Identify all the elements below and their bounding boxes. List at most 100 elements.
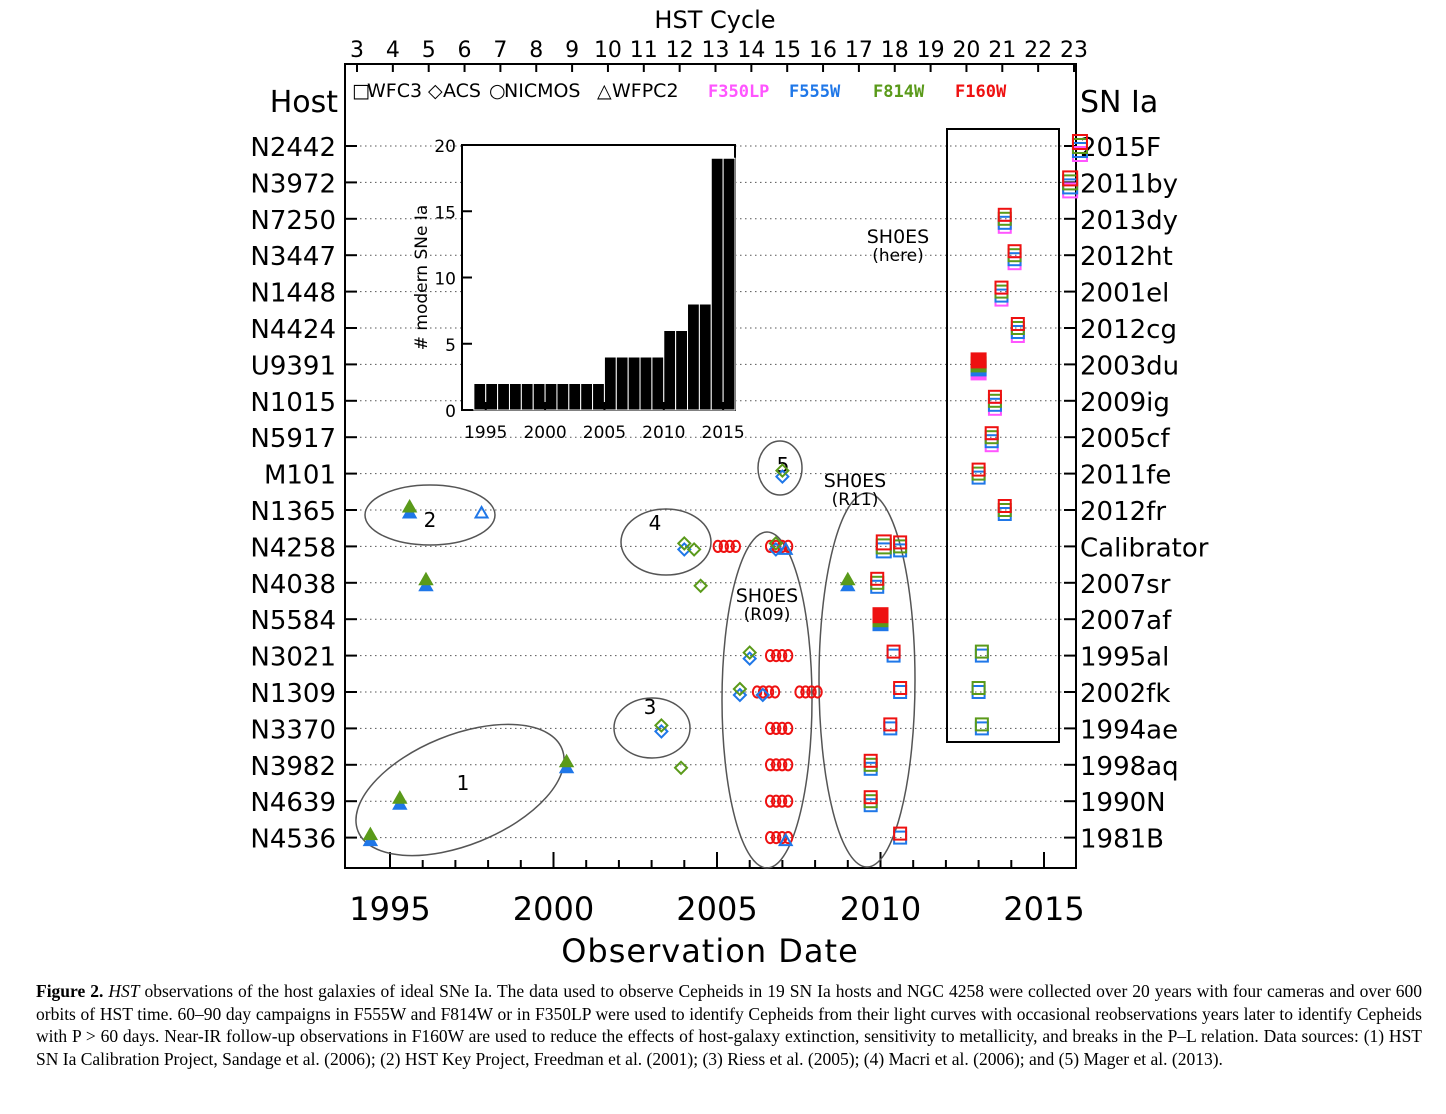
- square-marker: [971, 681, 986, 695]
- inset-y-axis-title: # modern SNe Ia: [412, 205, 432, 351]
- diamond-marker: [732, 681, 748, 697]
- histogram-bar: [497, 383, 510, 411]
- inset-x-tick-label: 2000: [523, 423, 566, 443]
- x-tick-label: 1995: [349, 890, 430, 928]
- bottom-axis: 1995 2000 2005 2010 2015: [349, 852, 1085, 928]
- diamond-marker: [732, 687, 748, 703]
- source-number-label: 2: [424, 508, 437, 532]
- square-marker: [997, 219, 1012, 234]
- x-tick-label: 2005: [676, 890, 757, 928]
- triangle-marker: [362, 826, 379, 841]
- inset-y-tick-label: 0: [445, 402, 456, 422]
- circle-marker: [764, 649, 776, 663]
- legend-filter-label: F814W: [873, 82, 925, 102]
- square-marker: [984, 438, 999, 453]
- sn-label: 2001el: [1080, 279, 1169, 309]
- cycle-tick-label: 3: [350, 38, 364, 63]
- legend-camera-label: NICMOS: [504, 80, 581, 102]
- square-marker: [1062, 170, 1079, 187]
- circle-marker: [782, 794, 794, 808]
- circle-marker: [782, 649, 794, 663]
- circle-marker: [794, 685, 805, 699]
- square-marker: [997, 499, 1012, 513]
- sn-label: 1994ae: [1080, 715, 1178, 745]
- source-number-label: 1: [457, 771, 470, 795]
- square-marker: [893, 681, 908, 695]
- legend-camera-diamond-icon: ◇: [428, 80, 443, 102]
- cycle-tick-label: 4: [386, 38, 400, 63]
- square-marker: [875, 538, 892, 555]
- x-axis-title: Observation Date: [561, 932, 859, 970]
- cycle-tick-label: 11: [630, 38, 658, 63]
- host-label: N4536: [250, 825, 336, 855]
- histogram-bar: [568, 383, 582, 411]
- triangle-marker: [401, 498, 418, 513]
- inset-x-tick-label: 2010: [642, 423, 685, 443]
- sn-label: Calibrator: [1080, 533, 1209, 563]
- source-region-ellipse: [757, 440, 803, 496]
- source-number-label: 3: [644, 695, 657, 719]
- host-label: N2442: [250, 133, 336, 163]
- triangle-marker: [558, 753, 575, 768]
- circle-marker: [718, 539, 730, 554]
- legend-camera-label: WFPC2: [612, 80, 679, 102]
- host-label: N5917: [250, 424, 336, 454]
- circle-marker: [712, 539, 724, 554]
- histogram-bar: [722, 157, 736, 411]
- diamond-marker: [676, 541, 692, 557]
- histogram-bar: [675, 330, 689, 411]
- sn-label: 2015F: [1080, 133, 1161, 163]
- circle-marker: [782, 758, 794, 772]
- circle-marker: [769, 685, 781, 699]
- square-marker: [974, 717, 989, 732]
- inset-x-tick-label: 2005: [583, 423, 626, 443]
- histogram-bar: [698, 303, 712, 411]
- sn-label: 2007af: [1080, 606, 1172, 636]
- square-marker: [1010, 321, 1025, 335]
- cycle-tick-label: 8: [529, 38, 543, 63]
- circle-marker: [730, 539, 742, 554]
- sn-label: 1998aq: [1080, 752, 1179, 782]
- histogram-bar: [473, 383, 487, 411]
- circle-marker: [764, 539, 776, 554]
- legend-filter-label: F160W: [955, 82, 1007, 102]
- inset-x-tick-label: 1995: [464, 423, 507, 443]
- square-marker: [1007, 244, 1022, 259]
- diamond-marker: [686, 541, 702, 557]
- square-marker: [994, 292, 1009, 307]
- diamond-marker: [653, 723, 669, 739]
- circle-marker: [776, 649, 788, 663]
- host-header: Host: [270, 85, 339, 120]
- histogram-bar: [627, 356, 641, 411]
- circle-marker: [812, 685, 823, 699]
- diamond-marker: [742, 651, 758, 667]
- histogram-bar: [639, 356, 653, 411]
- shoes-sublabel: (R11): [832, 490, 879, 510]
- square-marker: [893, 826, 908, 841]
- cycle-tick-label: 21: [988, 38, 1016, 63]
- host-label: M101: [264, 461, 336, 491]
- circle-marker: [770, 831, 782, 845]
- cycle-tick-label: 13: [702, 38, 730, 63]
- diamond-marker: [676, 535, 692, 551]
- circle-marker: [764, 721, 776, 736]
- cycle-tick-label: 10: [594, 38, 622, 63]
- circle-marker: [806, 685, 817, 699]
- sn-label: 2009ig: [1080, 388, 1170, 418]
- source-region-ellipse: [818, 492, 916, 868]
- sn-label: 2012ht: [1080, 242, 1173, 272]
- square-marker: [971, 470, 986, 485]
- inset-y-tick-label: 15: [434, 203, 456, 223]
- inset-x-tick-label: 2015: [701, 423, 744, 443]
- right-axis-sne: 2015F 2011by 2013dy 2012ht 2001el 2012cg 2003d…: [1064, 133, 1209, 855]
- host-label: N1015: [250, 388, 336, 418]
- square-marker: [971, 685, 986, 699]
- square-marker: [994, 280, 1009, 295]
- triangle-marker: [473, 504, 490, 519]
- triangle-marker: [392, 790, 408, 804]
- cycle-tick-label: 23: [1060, 38, 1088, 63]
- figure-canvas: 3 4 5 6 7 8 9 10 11 12 13 14 15 16 17 18 19 20 21 22 23 1995…: [250, 6, 1209, 970]
- circle-marker: [770, 794, 782, 808]
- left-axis-hosts: N2442 N3972 N7250 N3447 N1448 N4424 U9391 N1015…: [250, 133, 357, 855]
